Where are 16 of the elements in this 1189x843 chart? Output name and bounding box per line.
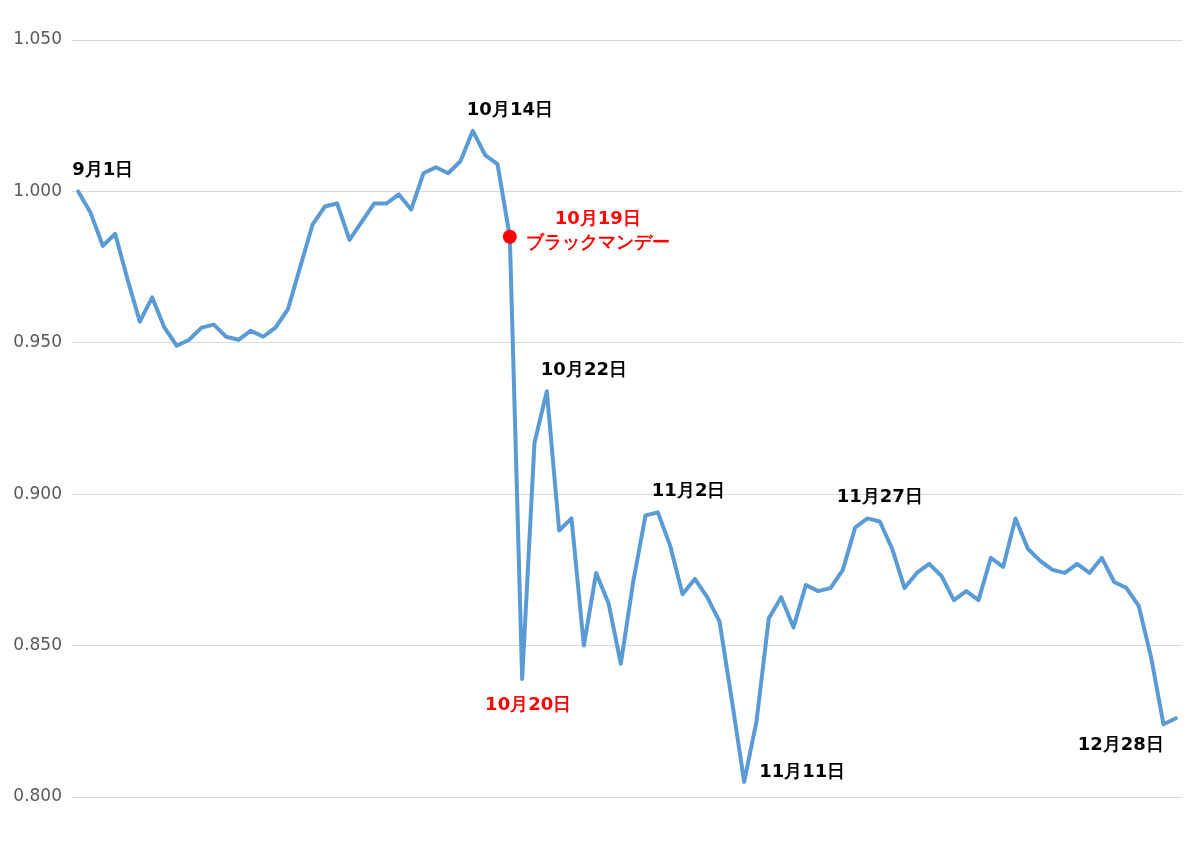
annotation: 12月28日 bbox=[1077, 732, 1164, 754]
annotation: 10月14日 bbox=[466, 97, 553, 119]
y-tick-label: 0.950 bbox=[13, 331, 62, 352]
annotation: 11月11日 bbox=[759, 759, 846, 781]
y-tick-label: 0.850 bbox=[13, 634, 62, 655]
y-tick-label: 0.800 bbox=[13, 785, 62, 806]
annotation: 9月1日 bbox=[72, 158, 134, 180]
annotation: 10月22日 bbox=[540, 357, 627, 379]
y-tick-label: 0.900 bbox=[13, 482, 62, 503]
annotation: 10月20日 bbox=[485, 692, 572, 714]
annotation: 11月2日 bbox=[651, 479, 726, 501]
annotation: 11月27日 bbox=[836, 485, 923, 507]
annotation: 10月19日 bbox=[554, 207, 641, 229]
series-label: ブラックマンデー bbox=[525, 231, 670, 253]
y-tick-label: 1.050 bbox=[13, 28, 62, 49]
y-tick-label: 1.000 bbox=[13, 179, 62, 200]
